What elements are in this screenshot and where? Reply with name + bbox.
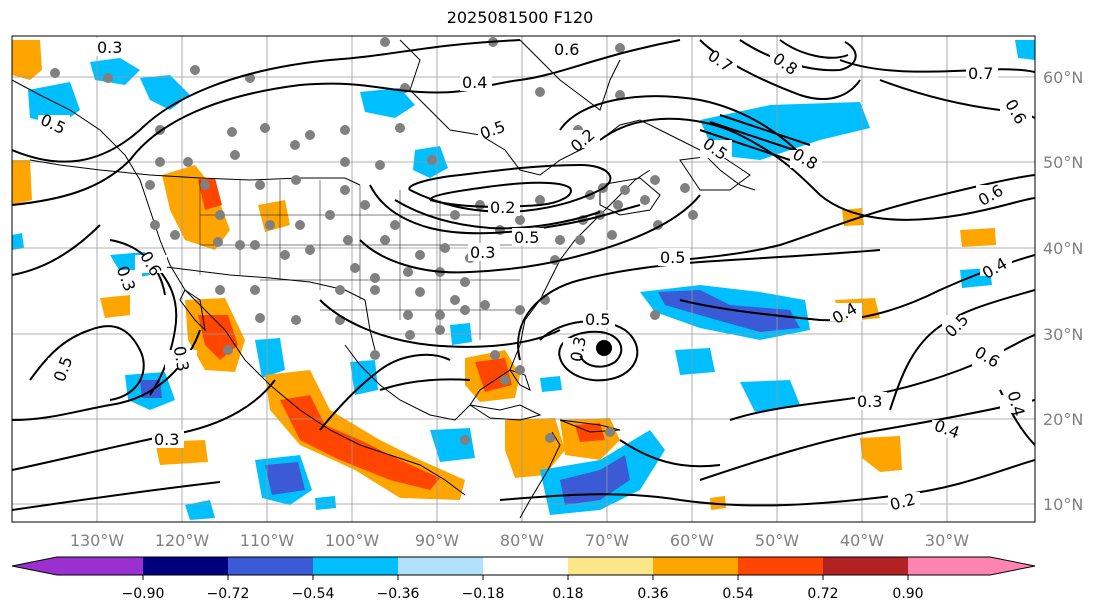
lat-tick: 50°N — [1043, 153, 1083, 172]
colorbar-low-extend — [12, 557, 57, 575]
colorbar-tick: −0.36 — [377, 586, 420, 602]
longitude-ticks: 130°W 120°W 110°W 100°W 90°W 80°W 70°W 6… — [70, 531, 969, 550]
colorbar-outline — [11, 556, 1036, 576]
colorbar-segment — [653, 557, 738, 575]
colorbar-tick: −0.18 — [462, 586, 505, 602]
contour-label: 0.3 — [470, 243, 495, 262]
plot-frame — [11, 35, 1036, 523]
lon-tick: 50°W — [755, 531, 799, 550]
lon-tick: 110°W — [240, 531, 295, 550]
lat-tick: 40°N — [1043, 239, 1083, 258]
lat-tick: 10°N — [1043, 495, 1083, 514]
colorbar-high-extend — [990, 557, 1035, 575]
lon-tick: 40°W — [840, 531, 884, 550]
colorbar-tick: 0.90 — [892, 586, 923, 602]
colorbar-tick: 0.72 — [807, 586, 838, 602]
map-title: 2025081500 F120 — [446, 8, 594, 27]
shaded-anomalies — [12, 40, 1035, 520]
colorbar-tick: −0.54 — [292, 586, 335, 602]
colorbar-segment — [738, 557, 823, 575]
lon-tick: 30°W — [925, 531, 969, 550]
colorbar-tick-marks — [142, 575, 909, 580]
lon-tick: 120°W — [155, 531, 210, 550]
contour-label: 0.5 — [514, 228, 539, 247]
colorbar-segment — [483, 557, 568, 575]
contour-label: 0.5 — [660, 248, 685, 267]
colorbar-tick: 0.36 — [637, 586, 668, 602]
colorbar-segment — [313, 557, 398, 575]
colorbar-segment — [57, 557, 143, 575]
colorbar-segment — [823, 557, 908, 575]
lon-tick: 130°W — [70, 531, 125, 550]
latitude-ticks: 60°N 50°N 40°N 30°N 20°N 10°N — [1043, 68, 1083, 514]
lon-tick: 100°W — [325, 531, 380, 550]
lon-tick: 60°W — [670, 531, 714, 550]
contour-label: 0.2 — [490, 198, 515, 217]
lon-tick: 70°W — [585, 531, 629, 550]
lat-tick: 20°N — [1043, 410, 1083, 429]
colorbar-tick: 0.18 — [552, 586, 583, 602]
contour-label-group: 0.3 0.6 0.4 0.5 0.2 0.7 0.8 0.5 0.8 0.7 … — [38, 38, 1032, 514]
graticule — [12, 36, 1035, 522]
contour-label: 0.5 — [585, 310, 610, 329]
station-markers — [50, 37, 698, 445]
colorbar-segment — [908, 557, 990, 575]
lat-tick: 60°N — [1043, 68, 1083, 87]
contour-label: 0.3 — [170, 344, 193, 372]
colorbar-tick: −0.72 — [207, 586, 250, 602]
colorbar: −0.90 −0.72 −0.54 −0.36 −0.18 0.18 0.36 … — [11, 556, 1036, 602]
cyclone-center-marker — [596, 340, 612, 356]
colorbar-tick: −0.90 — [122, 586, 165, 602]
colorbar-tick: 0.54 — [722, 586, 753, 602]
lat-tick: 30°N — [1043, 325, 1083, 344]
lon-tick: 90°W — [415, 531, 459, 550]
contour-label: 0.3 — [567, 335, 590, 363]
contour-label: 0.7 — [968, 64, 993, 83]
colorbar-segment — [398, 557, 483, 575]
colorbar-segment — [143, 557, 228, 575]
contour-label: 0.3 — [97, 38, 122, 57]
colorbar-segment — [568, 557, 653, 575]
contour-label: 0.3 — [857, 392, 882, 411]
lon-tick: 80°W — [500, 531, 544, 550]
contour-label: 0.3 — [154, 430, 179, 449]
colorbar-segment — [228, 557, 313, 575]
contour-label: 0.4 — [462, 73, 487, 92]
contour-label: 0.6 — [554, 40, 579, 59]
